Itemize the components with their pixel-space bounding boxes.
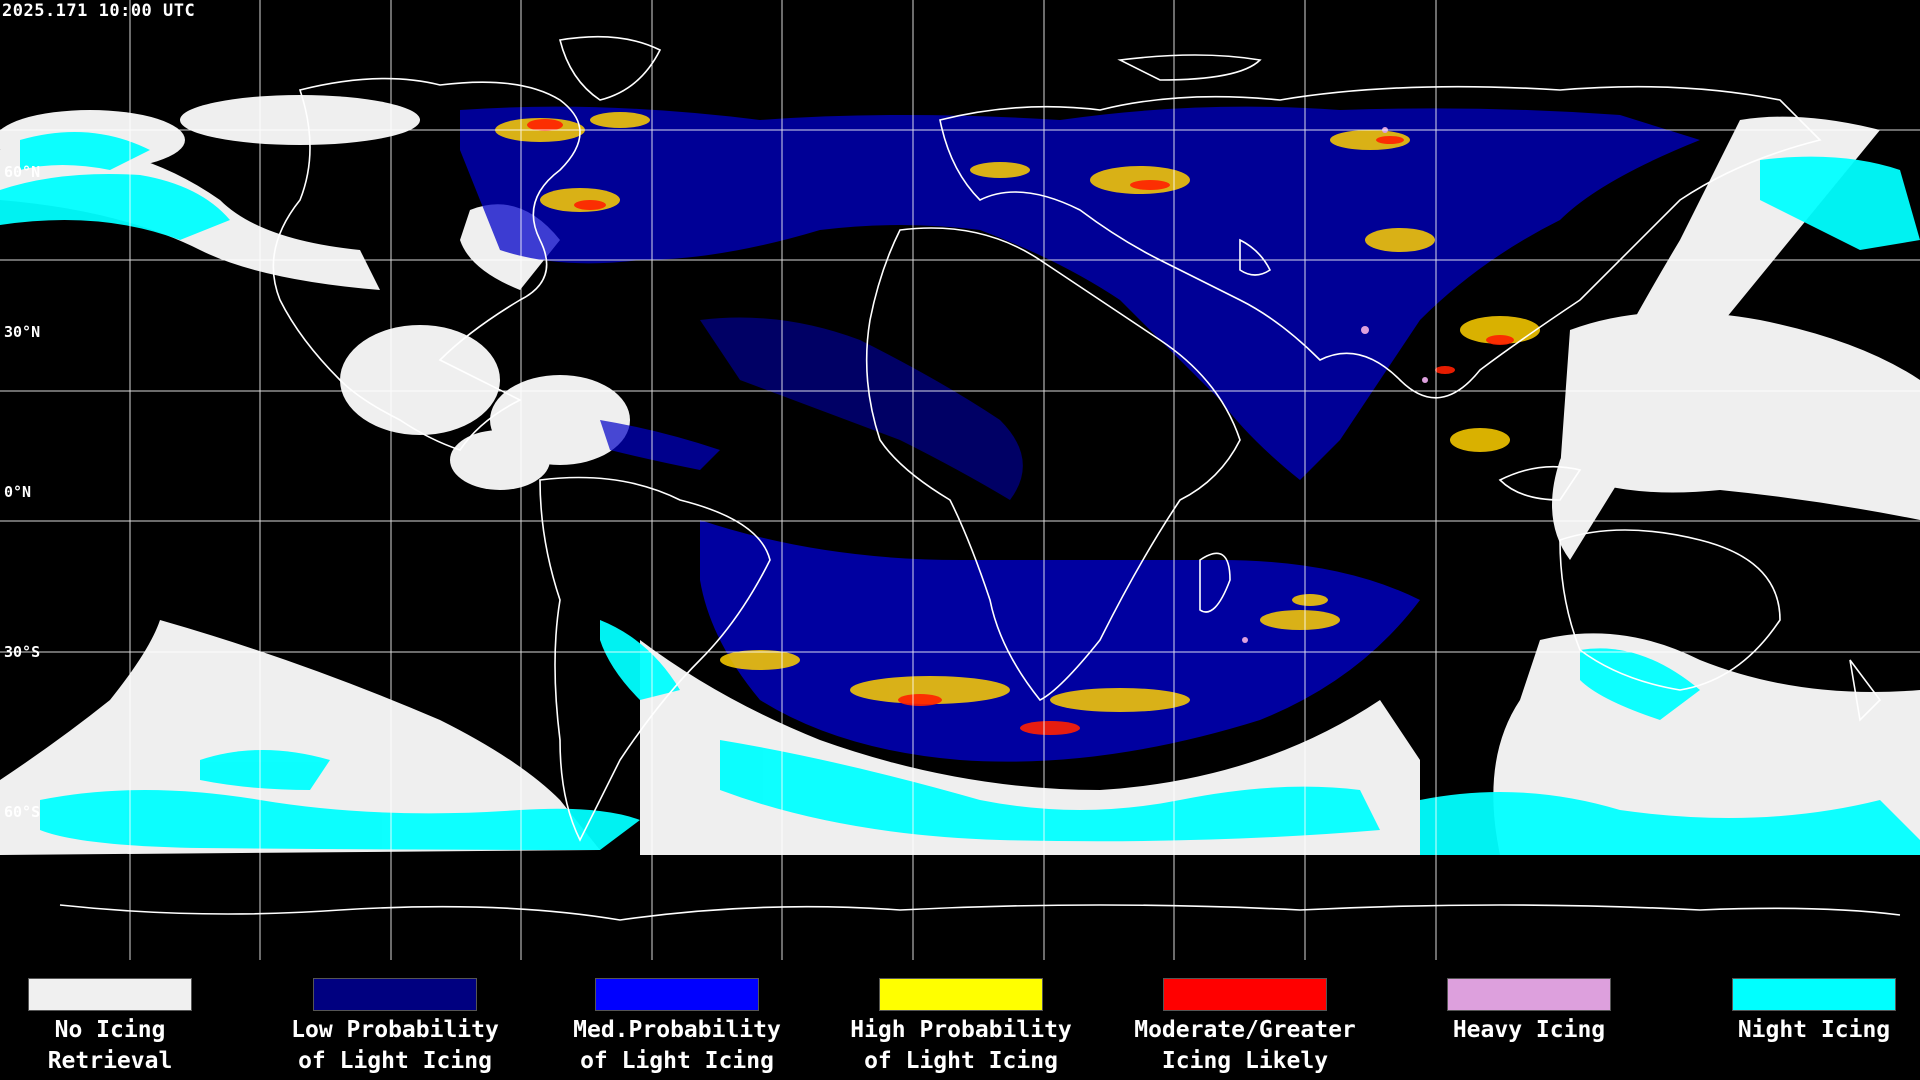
legend-item-no-icing: No Icing Retrieval bbox=[0, 978, 235, 1077]
legend-item-moderate-greater: Moderate/Greater Icing Likely bbox=[1120, 978, 1370, 1077]
legend-swatch-med-probability bbox=[595, 978, 759, 1011]
legend-swatch-moderate-greater bbox=[1163, 978, 1327, 1011]
legend-label-line1: Med.Probability bbox=[573, 1017, 781, 1043]
coastlines bbox=[59, 35, 1901, 921]
legend-item-high-probability: High Probability of Light Icing bbox=[836, 978, 1086, 1077]
legend-item-low-probability: Low Probability of Light Icing bbox=[270, 978, 520, 1077]
legend-label-line2: of Light Icing bbox=[864, 1048, 1058, 1074]
night-icing-regions bbox=[0, 132, 1920, 855]
high-probability-speckles bbox=[495, 112, 1540, 712]
legend-label-line1: Low Probability bbox=[291, 1017, 499, 1043]
legend-swatch-high-probability bbox=[879, 978, 1043, 1011]
legend-swatch-no-icing bbox=[28, 978, 192, 1011]
legend-item-med-probability: Med.Probability of Light Icing bbox=[552, 978, 802, 1077]
legend-label-line2: of Light Icing bbox=[298, 1048, 492, 1074]
legend: No Icing Retrieval Low Probability of Li… bbox=[0, 960, 1920, 1080]
legend-swatch-heavy-icing bbox=[1447, 978, 1611, 1011]
lat-label-0n: 0°N bbox=[4, 483, 32, 501]
legend-swatch-low-probability bbox=[313, 978, 477, 1011]
moderate-icing-speckles bbox=[527, 119, 1514, 735]
legend-label-line2: Icing Likely bbox=[1161, 1048, 1329, 1074]
legend-label-line1: Heavy Icing bbox=[1452, 1017, 1606, 1043]
legend-swatch-night-icing bbox=[1732, 978, 1896, 1011]
heavy-icing-speckles bbox=[1242, 127, 1428, 643]
legend-label-line2: Retrieval bbox=[47, 1048, 173, 1074]
icing-map bbox=[0, 0, 1920, 960]
icing-probability-regions bbox=[460, 106, 1700, 762]
legend-item-heavy-icing: Heavy Icing bbox=[1404, 978, 1654, 1046]
lat-label-30s: 30°S bbox=[4, 643, 41, 661]
legend-item-night-icing: Night Icing bbox=[1689, 978, 1920, 1046]
legend-label-line1: No Icing bbox=[54, 1017, 166, 1043]
lat-label-60n: 60°N bbox=[4, 163, 41, 181]
lat-label-30n: 30°N bbox=[4, 323, 41, 341]
legend-label-line1: Moderate/Greater bbox=[1134, 1017, 1356, 1043]
timestamp: 2025.171 10:00 UTC bbox=[2, 1, 196, 21]
lat-label-60s: 60°S bbox=[4, 803, 41, 821]
lat-lon-grid bbox=[0, 0, 1920, 960]
legend-label-line1: High Probability bbox=[850, 1017, 1072, 1043]
legend-label-line1: Night Icing bbox=[1737, 1017, 1891, 1043]
legend-label-line2: of Light Icing bbox=[580, 1048, 774, 1074]
